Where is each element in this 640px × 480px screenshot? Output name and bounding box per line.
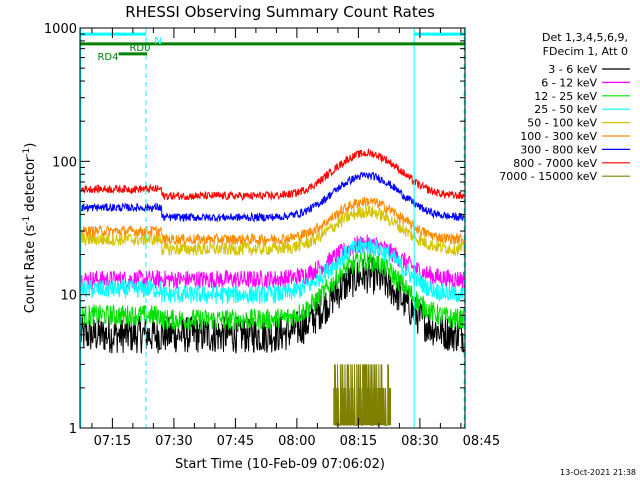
x-axis-label: Start Time (10-Feb-09 07:06:02) [175,457,385,472]
legend-label-5: 100 - 300 keV [520,130,597,143]
legend-label-1: 6 - 12 keV [541,76,597,89]
y-axis-label-mid: detector [23,156,38,216]
legend-label-6: 300 - 800 keV [520,143,597,156]
series-line-5 [80,196,465,246]
plot-frame [79,27,466,429]
chart-title: RHESSI Observing Summary Count Rates [125,3,435,21]
plot-area: N RD0 RD4 1 10 100 1000 07:15 07:30 07:45 08:00 08:… [44,22,500,449]
series-line-7 [80,147,465,202]
y-tick-label-0: 1 [69,422,77,437]
series-line-8 [333,364,392,426]
series-line-3 [80,237,465,305]
y-axis-label: Count Rate (s-1 detector-1) [22,143,38,314]
y-tick-label-2: 100 [52,155,77,170]
x-tick-label-6: 08:45 [463,434,500,449]
legend-label-3: 25 - 50 keV [534,103,597,116]
x-tick-label-3: 08:00 [278,434,315,449]
series-line-0 [80,256,465,354]
legend-label-0: 3 - 6 keV [548,63,597,76]
legend-label-7: 800 - 7000 keV [513,157,597,170]
legend: Det 1,3,4,5,6,9, FDecim 1, Att 0 3 - 6 k… [499,31,630,183]
series-line-6 [80,171,465,223]
y-axis-label-main: Count Rate (s [23,225,38,314]
flag-label-1: RD0 [129,43,150,54]
series-line-2 [80,250,465,331]
y-tick-label-1: 10 [60,289,77,304]
legend-header-line-1: Det 1,3,4,5,6,9, [542,31,628,44]
legend-label-8: 7000 - 15000 keV [499,170,597,183]
series-line-1 [80,234,465,290]
flag-label-2: RD4 [97,52,118,63]
legend-header-line-2: FDecim 1, Att 0 [543,45,628,58]
y-tick-label-3: 1000 [44,22,77,37]
bottom-note: 13-Oct-2021 21:38 [560,468,636,477]
y-axis-label-sup1: -1 [22,216,32,225]
y-axis-label-end: ) [23,143,38,148]
x-tick-label-2: 07:45 [217,434,254,449]
legend-label-4: 50 - 100 keV [527,117,597,130]
x-tick-label-1: 07:30 [155,434,192,449]
x-tick-label-4: 08:15 [340,434,377,449]
y-axis-label-sup2: -1 [22,148,32,157]
legend-label-2: 12 - 25 keV [534,90,597,103]
x-tick-label-5: 08:30 [401,434,438,449]
x-tick-label-0: 07:15 [94,434,131,449]
flag-label-0: N [154,36,161,47]
